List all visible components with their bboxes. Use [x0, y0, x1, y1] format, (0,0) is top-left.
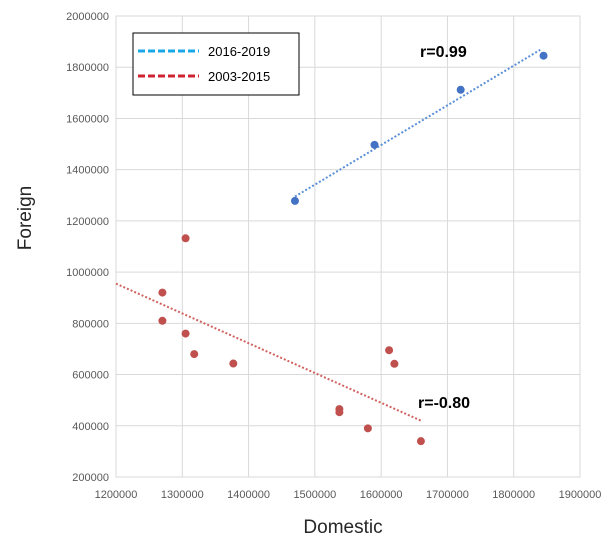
x-tick-label: 1900000 [559, 489, 602, 501]
y-tick-label: 400000 [72, 421, 109, 433]
x-tick-label: 1700000 [426, 489, 469, 501]
x-tick-labels: 1200000 1300000 1400000 1500000 1600000 17000… [95, 489, 602, 501]
legend: 2016-2019 2003-2015 [132, 32, 300, 96]
data-point-2003-2015 [229, 359, 238, 368]
x-axis-title: Domestic [303, 517, 382, 538]
data-point-2016-2019 [290, 196, 299, 205]
y-tick-label: 800000 [72, 318, 109, 330]
y-tick-labels: 200000 400000 600000 800000 1000000 1200000 14… [66, 11, 109, 484]
data-point-2016-2019 [456, 85, 465, 94]
x-tick-label: 1500000 [293, 489, 336, 501]
y-axis-title: Foreign [15, 186, 36, 250]
y-tick-label: 1400000 [66, 165, 109, 177]
plot-area-border [115, 15, 581, 478]
y-tick-label: 1800000 [66, 62, 109, 74]
data-point-2003-2015 [181, 329, 190, 338]
y-tick-label: 2000000 [66, 11, 109, 23]
data-point-2003-2015 [416, 437, 425, 446]
legend-label-2003-2015: 2003-2015 [208, 69, 270, 84]
x-tick-label: 1400000 [227, 489, 270, 501]
data-point-2003-2015 [190, 350, 199, 359]
correlation-annotation-2016-2019: r=0.99 [420, 44, 467, 61]
x-tick-label: 1300000 [161, 489, 204, 501]
trendlines [115, 48, 541, 422]
y-tick-label: 1600000 [66, 113, 109, 125]
trendline-2016-2019 [294, 48, 541, 198]
legend-box [132, 32, 300, 96]
data-point-2003-2015 [181, 234, 190, 243]
x-tick-label: 1200000 [95, 489, 138, 501]
trendline-2003-2015 [115, 282, 422, 422]
data-point-2003-2015 [335, 408, 344, 417]
y-tick-label: 1200000 [66, 216, 109, 228]
data-point-2003-2015 [390, 359, 399, 368]
data-point-2003-2015 [158, 316, 167, 325]
correlation-annotation-2003-2015: r=-0.80 [418, 395, 470, 412]
data-point-2016-2019 [539, 51, 548, 60]
data-points [158, 51, 548, 446]
y-tick-label: 200000 [72, 472, 109, 484]
data-point-2003-2015 [363, 424, 372, 433]
legend-label-2016-2019: 2016-2019 [208, 44, 270, 59]
data-point-2003-2015 [385, 346, 394, 355]
data-point-2003-2015 [158, 288, 167, 297]
x-tick-label: 1600000 [360, 489, 403, 501]
x-tick-label: 1800000 [492, 489, 535, 501]
y-tick-label: 600000 [72, 370, 109, 382]
y-tick-label: 1000000 [66, 267, 109, 279]
data-point-2016-2019 [370, 140, 379, 149]
